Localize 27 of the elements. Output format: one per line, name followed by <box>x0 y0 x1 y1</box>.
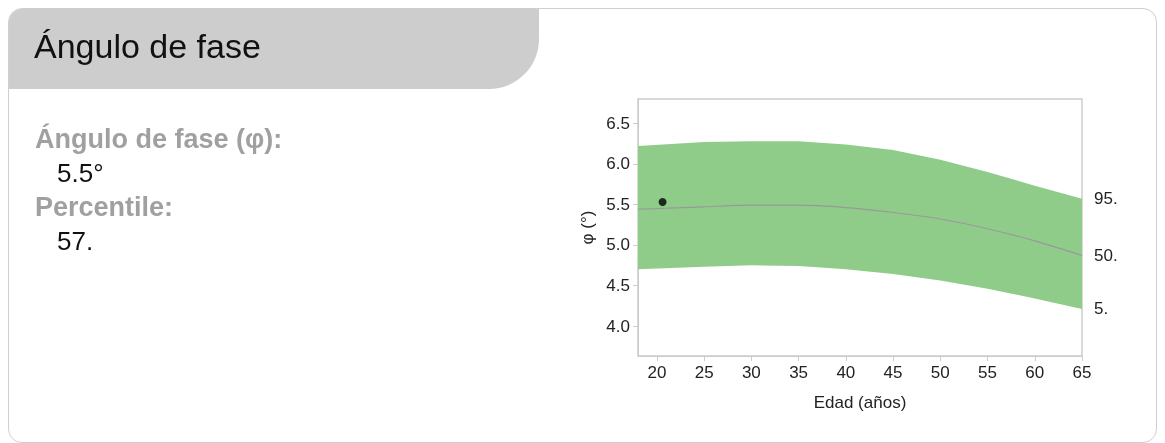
x-tick-label: 30 <box>741 363 761 382</box>
line-series <box>637 204 1083 257</box>
x-tick-label: 60 <box>1025 363 1045 382</box>
text: 50. <box>1094 245 1118 265</box>
text: 95. <box>1094 189 1118 209</box>
x-tick-label: 55 <box>978 363 997 382</box>
y-tick-label: 5.0 <box>606 235 630 255</box>
x-tick-label: 20 <box>647 363 667 382</box>
y-tick-label: 4.0 <box>606 316 630 336</box>
y-tick-label: 4.5 <box>606 275 630 295</box>
y-tick-label: 5.5 <box>606 194 630 214</box>
x-tick-label: 45 <box>883 363 903 382</box>
y-tick-label: 6.0 <box>606 154 630 174</box>
x-tick-label: 65 <box>1072 363 1092 382</box>
text: Ángulo de fase <box>34 27 261 66</box>
text: 5.5° <box>56 157 105 190</box>
text: Ángulo de fase (φ): <box>35 122 283 156</box>
x-tick-label: 25 <box>694 363 714 382</box>
y-axis-title: φ (°) <box>578 210 597 245</box>
text: 5. <box>1094 299 1109 319</box>
text: 57. <box>56 225 95 258</box>
y-tick-label: 6.5 <box>606 113 630 133</box>
x-tick-label: 40 <box>836 363 856 382</box>
x-tick-label: 50 <box>930 363 950 382</box>
x-axis-title: Edad (años) <box>813 393 907 412</box>
x-tick-label: 35 <box>789 363 809 382</box>
text: Percentile: <box>35 191 175 224</box>
